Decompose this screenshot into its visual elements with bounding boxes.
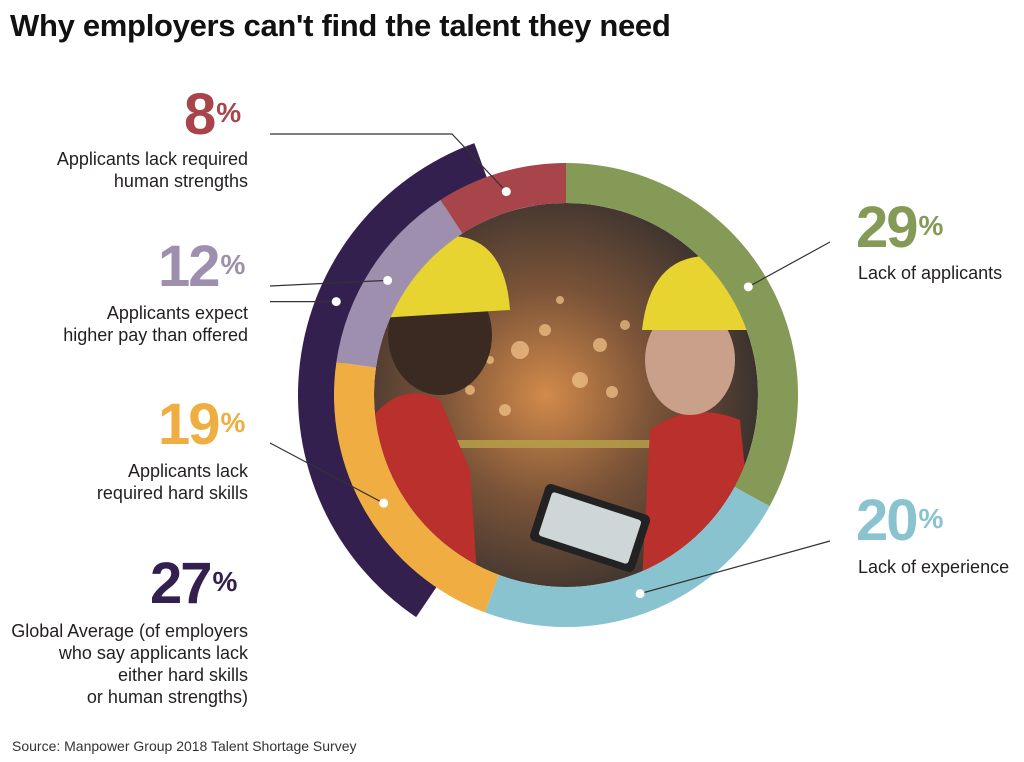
pct-hard-skills: 19%	[158, 392, 246, 457]
higher-pay-dot	[383, 275, 393, 285]
lack-of-experience-dot	[635, 589, 645, 599]
human-strengths-leader-line	[270, 133, 507, 192]
lack-of-applicants-leader-line	[748, 241, 831, 288]
label-lack-of-applicants: Lack of applicants	[858, 263, 1003, 283]
photo-bokeh-light	[539, 324, 551, 336]
slice-lack-of-applicants	[566, 163, 799, 507]
photo-bokeh-light	[465, 385, 475, 395]
photo-tablet-screen	[538, 492, 642, 564]
slice-higher-pay	[336, 199, 463, 368]
slice-hard-skills	[334, 361, 499, 613]
pct-lack-of-applicants: 29%	[856, 195, 944, 260]
photo-bokeh-light	[556, 296, 564, 304]
pct-lack-of-experience: 20%	[856, 488, 944, 553]
hard-skills-dot	[379, 498, 389, 508]
global-average-arc	[298, 143, 490, 618]
pct-higher-pay: 12%	[158, 234, 246, 299]
label-lack-of-experience: Lack of experience	[858, 557, 1010, 577]
slice-lack-of-experience	[484, 487, 770, 627]
source-note: Source: Manpower Group 2018 Talent Short…	[12, 738, 357, 754]
photo-bokeh-light	[572, 372, 588, 388]
higher-pay-leader-line	[269, 279, 388, 287]
pct-human-strengths: 8%	[184, 82, 242, 147]
photo-bokeh-light	[511, 341, 529, 359]
pct-global-average: 27%	[150, 551, 238, 616]
slice-human-strengths	[440, 163, 566, 234]
label-hard-skills: Applicants lack required hard skills	[96, 461, 248, 503]
label-human-strengths: Applicants lack required human strengths	[56, 149, 248, 191]
photo-bokeh-light	[593, 338, 607, 352]
photo-railing	[440, 440, 690, 448]
photo-worker-right-head	[645, 305, 735, 415]
photo-bokeh-light	[499, 404, 511, 416]
hard-skills-leader-line	[269, 442, 384, 504]
label-higher-pay: Applicants expect higher pay than offere…	[63, 303, 248, 345]
lack-of-applicants-dot	[743, 282, 753, 292]
global-average-dot	[331, 297, 341, 307]
chart-title: Why employers can't find the talent they…	[10, 8, 671, 43]
photo-bokeh-light	[606, 386, 618, 398]
lack-of-experience-leader-line	[639, 540, 831, 595]
photo-bokeh-light	[620, 320, 630, 330]
human-strengths-dot	[501, 187, 511, 197]
label-global-average: Global Average (of employers who say app…	[11, 621, 248, 707]
